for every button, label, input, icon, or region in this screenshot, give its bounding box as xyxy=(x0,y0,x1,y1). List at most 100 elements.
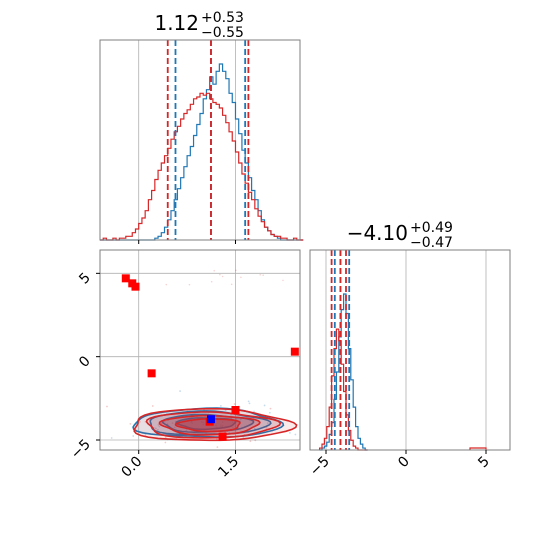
background-point xyxy=(210,280,213,283)
grid xyxy=(138,40,236,240)
background-point xyxy=(259,274,262,276)
background-point xyxy=(247,400,250,403)
background-point xyxy=(157,428,159,431)
red-square-marker xyxy=(290,347,299,356)
background-point xyxy=(164,436,167,439)
red-square-marker xyxy=(121,274,130,283)
background-point xyxy=(158,425,161,428)
background-point xyxy=(266,422,269,425)
histograms xyxy=(100,63,304,241)
background-point xyxy=(294,433,297,436)
background-point xyxy=(190,420,193,423)
background-point xyxy=(219,405,222,407)
background-point xyxy=(151,405,154,407)
y-tick-label: 0 xyxy=(76,353,94,371)
axes-frame xyxy=(99,39,301,241)
x-tick-label: 1.5 xyxy=(215,454,242,481)
histogram-step xyxy=(100,63,304,241)
marginal-histogram-param-1: 1.12 +0.53 −0.55 xyxy=(99,10,304,244)
background-point xyxy=(213,269,216,272)
background-point xyxy=(263,404,266,407)
tick-marks xyxy=(96,272,236,454)
blue-square-marker xyxy=(206,415,215,424)
red-square-marker xyxy=(218,432,227,441)
x-tick-label: 0 xyxy=(395,454,413,472)
background-point xyxy=(219,425,222,428)
markers xyxy=(121,274,299,441)
background-point xyxy=(231,426,234,429)
red-square-marker xyxy=(131,282,140,291)
background-point xyxy=(188,283,191,286)
background-point xyxy=(221,275,224,278)
background-point xyxy=(190,421,193,423)
background-point xyxy=(214,424,217,427)
x-tick-label: 0.0 xyxy=(118,454,145,481)
tick-labels: −5 0 5 xyxy=(307,454,493,480)
title-median: −4.10 xyxy=(347,221,408,245)
background-point xyxy=(221,421,224,424)
x-tick-label: 5 xyxy=(475,454,493,472)
background-point xyxy=(202,423,205,426)
background-point xyxy=(231,421,234,424)
tick-marks xyxy=(325,450,487,454)
title-minus: −0.55 xyxy=(201,25,244,41)
histogram-step xyxy=(100,92,304,241)
joint-panel: 0.0 1.5 5 0 −5 xyxy=(68,249,301,481)
background-point xyxy=(233,403,236,405)
background-point xyxy=(240,276,242,279)
background-point xyxy=(249,440,252,443)
background-point xyxy=(129,422,132,425)
background-point xyxy=(235,269,237,272)
title-minus: −0.47 xyxy=(410,235,453,251)
histogram-step xyxy=(319,328,368,451)
background-point xyxy=(200,421,203,423)
background-point xyxy=(157,424,160,426)
background-point xyxy=(269,407,272,410)
background-point xyxy=(234,425,237,428)
histograms xyxy=(319,293,487,451)
background-point xyxy=(144,433,147,436)
background-point xyxy=(185,429,188,432)
background-point xyxy=(289,431,291,434)
title-plus: +0.53 xyxy=(201,10,244,26)
background-point xyxy=(230,283,233,286)
tick-marks xyxy=(138,240,236,244)
background-point xyxy=(219,424,222,426)
contours xyxy=(132,407,298,442)
background-point xyxy=(254,439,257,442)
background-point xyxy=(282,279,284,282)
background-point xyxy=(262,274,265,277)
x-tick-label: −5 xyxy=(307,454,333,480)
y-tick-label: 5 xyxy=(76,270,94,288)
background-point xyxy=(106,405,108,408)
histogram-step xyxy=(319,293,368,451)
background-point xyxy=(253,410,255,413)
background-point xyxy=(171,422,174,425)
background-point xyxy=(191,422,194,425)
background-point xyxy=(164,441,167,444)
background-point xyxy=(138,420,141,423)
background-point xyxy=(165,283,168,286)
background-point xyxy=(219,273,221,276)
background-point xyxy=(202,421,205,424)
background-point xyxy=(179,390,181,392)
background-point xyxy=(216,446,219,449)
title-plus: +0.49 xyxy=(410,220,453,236)
background-point xyxy=(253,427,256,430)
quantile-lines xyxy=(330,250,351,450)
background-point xyxy=(173,426,176,429)
red-square-marker xyxy=(231,406,240,414)
background-point xyxy=(154,427,157,430)
quantile-lines xyxy=(166,40,250,240)
y-tick-label: −5 xyxy=(68,437,94,463)
histogram-outlier xyxy=(469,447,487,450)
background-point xyxy=(132,435,135,437)
red-square-marker xyxy=(147,369,156,378)
grid xyxy=(325,250,487,450)
background-point xyxy=(248,402,251,405)
axes-frame xyxy=(309,249,511,451)
background-point xyxy=(265,426,268,429)
marginal-histogram-param-2: −5 0 5 −4.10 +0.49 −0.47 xyxy=(307,220,511,480)
background-point xyxy=(221,424,224,427)
